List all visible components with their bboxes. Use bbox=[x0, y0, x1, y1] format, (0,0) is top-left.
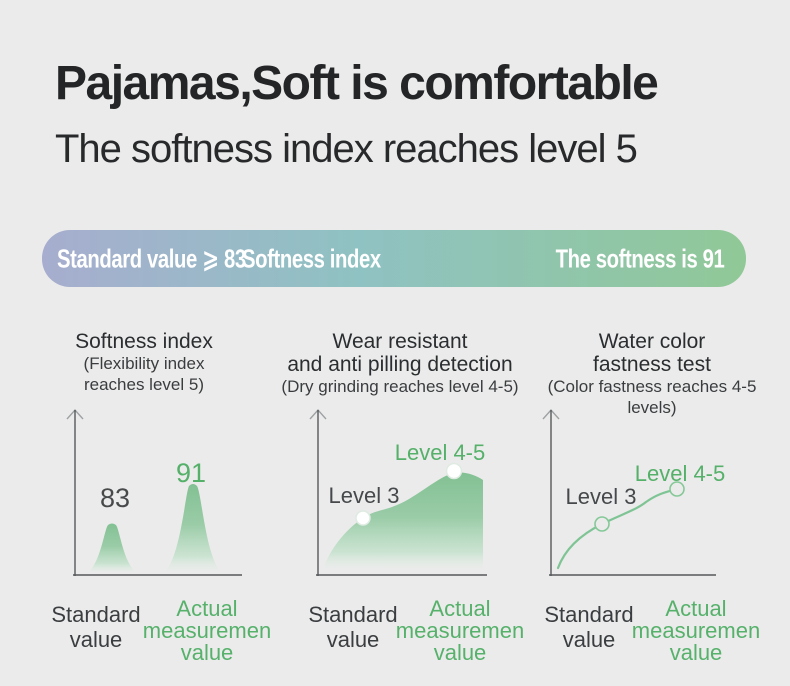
wear-area bbox=[322, 472, 483, 572]
actual-value-axis-label: Actual measuremen value bbox=[631, 596, 761, 665]
colorfast-chart: Level 3 Level 4-5 bbox=[542, 408, 726, 576]
standard-level-label: Level 3 bbox=[329, 483, 400, 508]
standard-peak-value: 83 bbox=[100, 483, 130, 513]
colorfast-chart-title: Water color fastness test (Color fastnes… bbox=[522, 330, 782, 418]
softness-chart-title: Softness index (Flexibility index reache… bbox=[14, 330, 274, 395]
standard-peak bbox=[85, 523, 139, 574]
level45-marker bbox=[445, 462, 463, 480]
chart-title-line: Water color bbox=[598, 330, 706, 353]
page-subtitle: The softness index reaches level 5 bbox=[55, 127, 638, 171]
chart-title-line: Wear resistant bbox=[332, 330, 468, 353]
chart-subtitle-line: (Color fastness reaches 4-5 levels) bbox=[547, 377, 757, 417]
chart-title-line: Softness index bbox=[75, 330, 213, 353]
actual-peak-value: 91 bbox=[176, 458, 206, 488]
standard-level-label: Level 3 bbox=[566, 484, 637, 509]
standard-value-axis-label: Standard value bbox=[51, 602, 141, 652]
wear-chart-title: Wear resistant and anti pilling detectio… bbox=[270, 330, 530, 397]
actual-value-axis-label: Actual measuremen value bbox=[395, 596, 525, 665]
wear-chart: Level 3 Level 4-5 bbox=[309, 408, 487, 576]
chart-subtitle-line: reaches level 5) bbox=[83, 375, 204, 394]
page-title: Pajamas,Soft is comfortable bbox=[55, 57, 659, 110]
actual-peak bbox=[162, 484, 224, 574]
level45-marker bbox=[669, 481, 685, 497]
chart-title-line: and anti pilling detection bbox=[287, 353, 513, 376]
banner-standard-value: Standard value ⩾ 83 bbox=[57, 243, 246, 273]
actual-value-axis-label: Actual measuremen value bbox=[142, 596, 272, 665]
softness-chart: 83 91 bbox=[66, 408, 242, 576]
actual-level-label: Level 4-5 bbox=[395, 440, 486, 465]
actual-level-label: Level 4-5 bbox=[635, 461, 726, 486]
fastness-line bbox=[556, 487, 679, 570]
banner-softness-result: The softness is 91 bbox=[555, 243, 724, 273]
gradient-info-banner: Standard value ⩾ 83 Softness index The s… bbox=[42, 230, 746, 287]
standard-value-axis-label: Standard value bbox=[308, 602, 398, 652]
level3-marker bbox=[594, 516, 610, 532]
banner-softness-index: Softness index bbox=[242, 243, 381, 273]
chart-subtitle-line: (Flexibility index bbox=[83, 354, 205, 373]
chart-subtitle-line: (Dry grinding reaches level 4-5) bbox=[281, 377, 519, 396]
chart-title-line: fastness test bbox=[593, 353, 711, 376]
level3-marker bbox=[355, 510, 371, 526]
standard-value-axis-label: Standard value bbox=[544, 602, 634, 652]
